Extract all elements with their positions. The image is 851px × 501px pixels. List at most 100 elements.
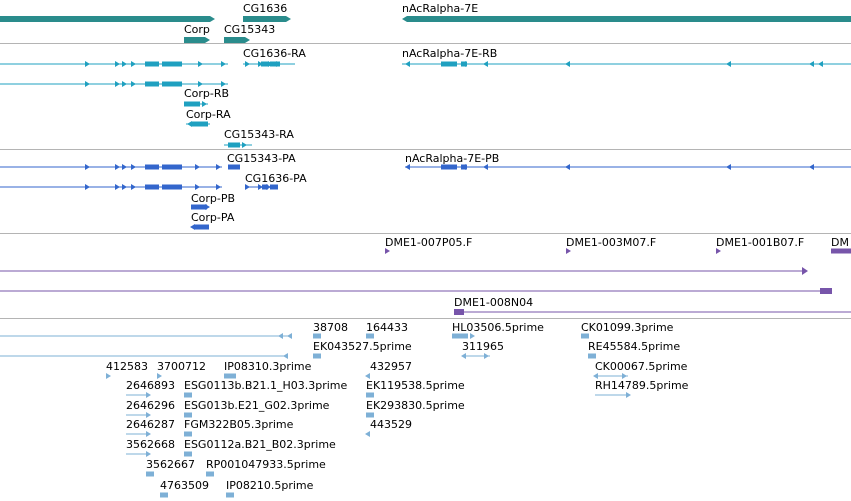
exon-block[interactable] [461, 61, 467, 67]
est-label[interactable]: RE45584.5prime [588, 340, 681, 353]
exon-block[interactable] [184, 101, 200, 107]
strand-arrow-left[interactable] [278, 333, 283, 339]
est-block[interactable] [184, 412, 192, 418]
strand-arrow-right[interactable] [131, 61, 136, 67]
clone-marker[interactable] [566, 248, 571, 254]
est-block[interactable] [313, 353, 321, 359]
clone-block[interactable] [454, 309, 464, 315]
est-block[interactable] [184, 451, 192, 457]
gene-label-cg1636[interactable]: CG1636 [243, 2, 288, 15]
gene-label-cg15343[interactable]: CG15343 [224, 23, 276, 36]
clone-marker[interactable] [385, 248, 390, 254]
strand-arrow-right[interactable] [115, 81, 120, 87]
transcript-label-corp-rb[interactable]: Corp-RB [184, 87, 230, 100]
gene-glyph[interactable] [243, 16, 291, 22]
strand-arrow-right[interactable] [802, 267, 808, 275]
strand-arrow-left[interactable] [565, 164, 570, 170]
strand-arrow-right[interactable] [131, 81, 136, 87]
strand-arrow-right[interactable] [131, 164, 136, 170]
strand-arrow-right[interactable] [115, 61, 120, 67]
exon-block[interactable] [145, 184, 159, 190]
strand-arrow-left[interactable] [190, 224, 195, 230]
est-label[interactable]: 3562667 [146, 458, 195, 471]
exon-block[interactable] [145, 81, 159, 87]
exon-block[interactable] [162, 81, 182, 87]
exon-block[interactable] [270, 61, 280, 67]
est-block[interactable] [588, 353, 596, 359]
est-label[interactable]: 311965 [462, 340, 504, 353]
gene-glyph[interactable] [402, 16, 851, 22]
strand-arrow-left[interactable] [593, 373, 598, 379]
est-label[interactable]: IP08310.3prime [224, 360, 312, 373]
strand-arrow-left[interactable] [809, 164, 814, 170]
exon-block[interactable] [262, 184, 268, 190]
est-block[interactable] [226, 492, 234, 498]
strand-arrow-right[interactable] [195, 184, 200, 190]
clone-label-dme1-003m07[interactable]: DME1-003M07.F [566, 236, 657, 249]
gene-glyph[interactable] [0, 16, 215, 22]
protein-label-corp-pb[interactable]: Corp-PB [191, 192, 236, 205]
strand-arrow-right[interactable] [258, 184, 263, 190]
gene-glyph[interactable] [184, 37, 210, 43]
est-label[interactable]: 432957 [370, 360, 412, 373]
est-label[interactable]: 2646287 [126, 418, 175, 431]
est-block[interactable] [160, 492, 168, 498]
strand-arrow-right[interactable] [85, 184, 90, 190]
strand-arrow-left[interactable] [818, 61, 823, 67]
strand-arrow-left[interactable] [483, 164, 488, 170]
strand-arrow-left[interactable] [461, 353, 466, 359]
strand-arrow-right[interactable] [202, 101, 207, 107]
clone-block[interactable] [831, 248, 851, 254]
exon-block[interactable] [162, 164, 182, 170]
strand-arrow-left[interactable] [726, 61, 731, 67]
strand-arrow-right[interactable] [85, 164, 90, 170]
strand-arrow-right[interactable] [198, 81, 203, 87]
est-label[interactable]: IP08210.5prime [226, 479, 314, 492]
strand-arrow-left[interactable] [809, 61, 814, 67]
strand-arrow-left[interactable] [365, 431, 370, 437]
protein-label-nacralpha-7e-pb[interactable]: nAcRalpha-7E-PB [405, 152, 500, 165]
exon-block[interactable] [441, 61, 457, 67]
strand-arrow-right[interactable] [122, 61, 127, 67]
strand-arrow-right[interactable] [245, 61, 250, 67]
transcript-label-corp-ra[interactable]: Corp-RA [186, 108, 231, 121]
strand-arrow-right[interactable] [258, 61, 263, 67]
strand-arrow-left[interactable] [483, 61, 488, 67]
exon-block[interactable] [461, 164, 467, 170]
strand-arrow-right[interactable] [131, 184, 136, 190]
clone-label-dme1-001b07[interactable]: DME1-001B07.F [716, 236, 805, 249]
clone-label-dm-truncated[interactable]: DM [831, 236, 849, 249]
est-label[interactable]: EK119538.5prime [366, 379, 465, 392]
est-block[interactable] [452, 333, 468, 339]
strand-arrow-right[interactable] [216, 164, 221, 170]
exon-block[interactable] [195, 224, 209, 230]
est-label[interactable]: 2646893 [126, 379, 175, 392]
protein-label-cg1636-pa[interactable]: CG1636-PA [245, 172, 307, 185]
strand-arrow-right[interactable] [622, 373, 627, 379]
transcript-label-nacralpha-7e-rb[interactable]: nAcRalpha-7E-RB [402, 47, 498, 60]
protein-label-cg15343-pa[interactable]: CG15343-PA [227, 152, 296, 165]
strand-arrow-right[interactable] [85, 61, 90, 67]
strand-arrow-right[interactable] [122, 81, 127, 87]
exon-block[interactable] [191, 204, 207, 210]
est-label[interactable]: EK293830.5prime [366, 399, 465, 412]
strand-arrow-right[interactable] [470, 333, 475, 339]
est-label[interactable]: 3700712 [157, 360, 206, 373]
gene-label-corp[interactable]: Corp [184, 23, 210, 36]
clone-marker[interactable] [716, 248, 721, 254]
est-label[interactable]: 164433 [366, 321, 408, 334]
clone-label-dme1-008n04[interactable]: DME1-008N04 [454, 296, 534, 309]
strand-arrow-right[interactable] [242, 142, 247, 148]
exon-block[interactable] [270, 184, 278, 190]
gene-label-nacralpha-7e[interactable]: nAcRalpha-7E [402, 2, 479, 15]
est-label[interactable]: 412583 [106, 360, 148, 373]
exon-block[interactable] [228, 164, 240, 170]
est-label[interactable]: CK01099.3prime [581, 321, 674, 334]
exon-block[interactable] [145, 164, 159, 170]
transcript-label-cg1636-ra[interactable]: CG1636-RA [243, 47, 306, 60]
est-label[interactable]: 3562668 [126, 438, 175, 451]
exon-block[interactable] [441, 164, 457, 170]
exon-block[interactable] [192, 121, 208, 127]
strand-arrow-left[interactable] [565, 61, 570, 67]
est-block[interactable] [206, 471, 214, 477]
